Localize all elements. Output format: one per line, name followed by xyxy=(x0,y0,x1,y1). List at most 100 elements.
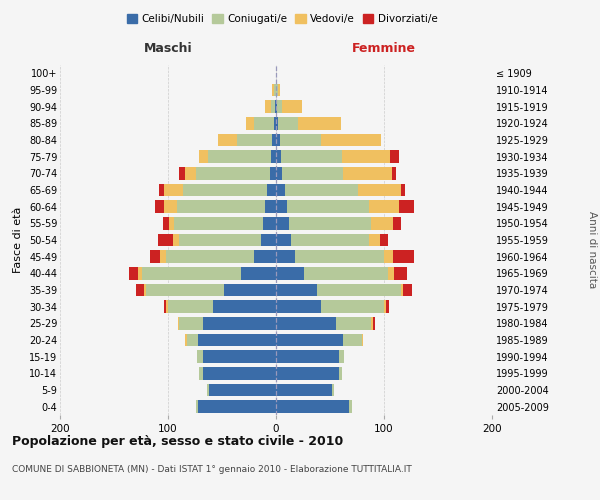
Bar xyxy=(337,317,371,330)
Bar xyxy=(278,117,298,130)
Bar xyxy=(280,134,322,146)
Bar xyxy=(203,367,276,380)
Bar xyxy=(373,317,376,330)
Bar xyxy=(380,234,388,246)
Bar xyxy=(369,200,399,213)
Bar xyxy=(338,350,344,363)
Bar xyxy=(203,350,276,363)
Bar xyxy=(196,400,198,413)
Bar xyxy=(144,284,146,296)
Bar xyxy=(394,267,407,280)
Bar xyxy=(166,250,254,263)
Bar xyxy=(142,267,241,280)
Bar xyxy=(160,184,164,196)
Bar xyxy=(272,134,276,146)
Bar xyxy=(289,217,371,230)
Bar xyxy=(158,234,173,246)
Bar xyxy=(214,300,276,313)
Bar xyxy=(179,167,185,179)
Bar xyxy=(164,200,176,213)
Text: Femmine: Femmine xyxy=(352,42,416,55)
Bar xyxy=(291,234,369,246)
Bar xyxy=(176,200,265,213)
Bar xyxy=(271,100,275,113)
Text: Anni di nascita: Anni di nascita xyxy=(587,212,597,288)
Bar xyxy=(362,334,364,346)
Text: COMUNE DI SABBIONETA (MN) - Dati ISTAT 1° gennaio 2010 - Elaborazione TUTTITALIA: COMUNE DI SABBIONETA (MN) - Dati ISTAT 1… xyxy=(12,465,412,474)
Bar xyxy=(268,184,276,196)
Bar xyxy=(241,267,276,280)
Bar xyxy=(178,317,179,330)
Bar xyxy=(401,184,404,196)
Bar xyxy=(163,217,169,230)
Bar xyxy=(198,334,276,346)
Bar xyxy=(358,184,401,196)
Bar xyxy=(278,84,280,96)
Bar xyxy=(322,134,381,146)
Bar xyxy=(271,150,276,163)
Bar xyxy=(392,217,401,230)
Bar xyxy=(218,134,237,146)
Bar xyxy=(276,167,283,179)
Bar xyxy=(276,84,278,96)
Bar xyxy=(276,334,343,346)
Legend: Celibi/Nubili, Coniugati/e, Vedovi/e, Divorziati/e: Celibi/Nubili, Coniugati/e, Vedovi/e, Di… xyxy=(122,10,442,29)
Bar xyxy=(276,117,278,130)
Bar xyxy=(276,300,322,313)
Bar xyxy=(281,150,342,163)
Bar xyxy=(317,284,401,296)
Bar xyxy=(164,300,166,313)
Bar xyxy=(276,350,338,363)
Bar xyxy=(265,100,271,113)
Bar xyxy=(275,100,276,113)
Bar xyxy=(371,317,373,330)
Y-axis label: Fasce di età: Fasce di età xyxy=(13,207,23,273)
Bar xyxy=(399,200,414,213)
Bar xyxy=(196,167,269,179)
Bar xyxy=(175,217,263,230)
Bar xyxy=(197,350,203,363)
Bar xyxy=(168,300,214,313)
Bar xyxy=(269,167,276,179)
Bar xyxy=(384,250,392,263)
Bar xyxy=(169,217,175,230)
Bar xyxy=(209,384,276,396)
Bar xyxy=(155,200,164,213)
Bar xyxy=(386,300,389,313)
Bar xyxy=(298,117,341,130)
Bar xyxy=(384,300,386,313)
Bar xyxy=(254,250,276,263)
Bar xyxy=(276,384,332,396)
Bar xyxy=(207,384,209,396)
Bar xyxy=(246,117,254,130)
Bar xyxy=(164,184,183,196)
Bar xyxy=(138,267,142,280)
Bar xyxy=(237,134,272,146)
Bar xyxy=(276,100,277,113)
Bar xyxy=(179,234,261,246)
Bar xyxy=(276,284,317,296)
Bar xyxy=(276,150,281,163)
Bar xyxy=(149,250,160,263)
Bar xyxy=(338,367,342,380)
Bar xyxy=(276,184,284,196)
Bar xyxy=(403,284,412,296)
Bar xyxy=(276,400,349,413)
Bar xyxy=(276,250,295,263)
Bar xyxy=(332,384,334,396)
Bar xyxy=(160,250,166,263)
Bar xyxy=(391,150,399,163)
Bar xyxy=(343,167,392,179)
Bar xyxy=(276,267,304,280)
Bar xyxy=(276,317,337,330)
Bar xyxy=(146,284,224,296)
Bar xyxy=(276,234,291,246)
Bar xyxy=(274,117,276,130)
Bar xyxy=(185,334,187,346)
Bar xyxy=(371,217,392,230)
Bar xyxy=(369,234,380,246)
Bar xyxy=(287,200,369,213)
Bar xyxy=(283,100,302,113)
Bar xyxy=(343,334,362,346)
Text: Maschi: Maschi xyxy=(143,42,193,55)
